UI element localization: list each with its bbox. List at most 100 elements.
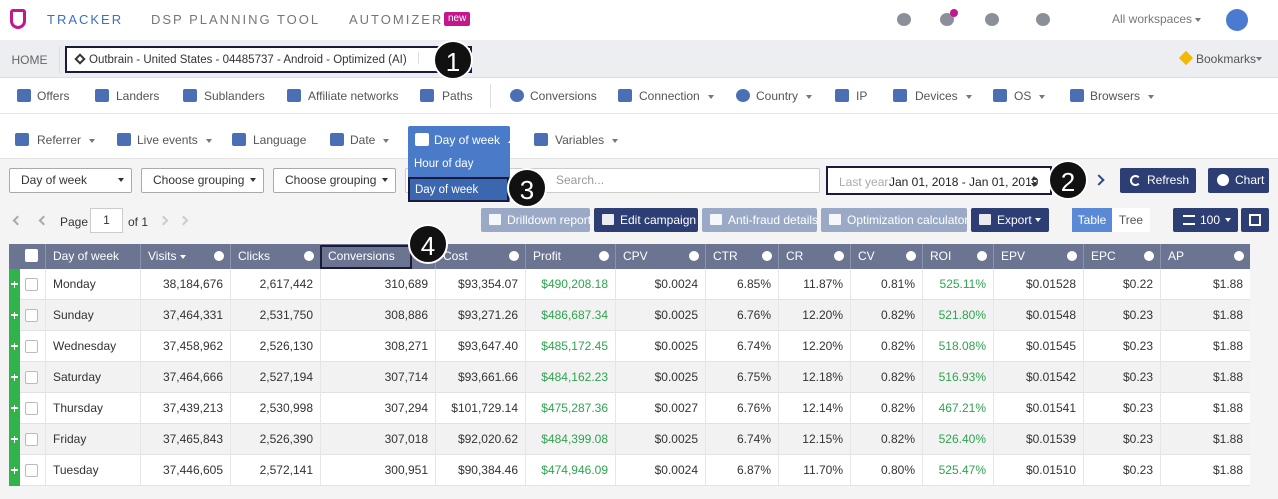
columns-button[interactable] <box>1241 208 1269 232</box>
home-tab[interactable]: HOME <box>0 46 60 74</box>
nav-tab[interactable]: DSP PLANNING TOOL <box>151 12 321 27</box>
report-button[interactable]: Conversions <box>530 89 597 103</box>
column-header[interactable]: CV <box>850 244 922 269</box>
column-header[interactable]: Profit <box>525 244 615 269</box>
column-settings[interactable] <box>977 251 987 261</box>
column-header[interactable]: ROI <box>922 244 993 269</box>
callout-badge: 4 <box>408 224 448 264</box>
table-cell: $92,020.62 <box>435 424 525 455</box>
caret <box>612 139 618 143</box>
grouping-select[interactable]: Choose grouping <box>273 168 396 193</box>
dropdown-item[interactable]: Hour of day <box>414 158 474 170</box>
report-button[interactable]: Connection <box>639 89 700 103</box>
icon <box>232 133 246 146</box>
table-cell: 310,689 <box>320 269 435 300</box>
report-button[interactable]: Variables <box>555 133 605 147</box>
row-checkbox[interactable] <box>25 371 38 384</box>
grouping-select[interactable]: Day of week <box>9 168 132 193</box>
chart-button[interactable]: Chart <box>1208 168 1269 193</box>
page-size-icon <box>1183 215 1195 225</box>
table-cell: 0.82% <box>850 362 922 393</box>
view-tree[interactable]: Tree <box>1112 208 1150 232</box>
report-button[interactable]: Affiliate networks <box>308 89 399 103</box>
table-cell: $0.22 <box>1083 269 1160 300</box>
column-settings[interactable] <box>509 251 519 261</box>
icon <box>415 133 429 146</box>
row-checkbox[interactable] <box>25 433 38 446</box>
column-settings[interactable] <box>906 251 916 261</box>
row-checkbox[interactable] <box>25 340 38 353</box>
report-button[interactable]: Language <box>253 133 307 147</box>
campaign-tab[interactable]: Outbrain - United States - 04485737 - An… <box>65 46 472 73</box>
report-button[interactable]: Landers <box>116 89 160 103</box>
column-settings[interactable] <box>1234 251 1244 261</box>
column-header[interactable]: CPV <box>615 244 705 269</box>
table-row <box>9 424 1250 455</box>
column-header[interactable]: EPV <box>993 244 1083 269</box>
view-table[interactable]: Table <box>1072 208 1112 232</box>
report-button[interactable]: Devices <box>915 89 958 103</box>
nav-tab[interactable]: AUTOMIZER <box>349 12 444 27</box>
report-button[interactable]: Offers <box>37 89 70 103</box>
row-checkbox[interactable] <box>25 309 38 322</box>
action-button[interactable]: Drilldown report <box>481 208 591 232</box>
action-button[interactable]: Optimization calculator <box>821 208 968 232</box>
action-button[interactable]: Edit campaign <box>594 208 698 232</box>
report-button[interactable]: Date <box>350 133 376 147</box>
row-checkbox[interactable] <box>25 464 38 477</box>
column-settings[interactable] <box>689 251 699 261</box>
table-cell: $0.23 <box>1083 393 1160 424</box>
caret <box>1031 183 1037 187</box>
table-cell: 0.82% <box>850 393 922 424</box>
header-checkbox[interactable] <box>25 249 38 262</box>
report-button[interactable]: Live events <box>137 133 198 147</box>
nav-tab[interactable]: TRACKER <box>47 12 124 27</box>
page-input[interactable]: 1 <box>90 208 123 233</box>
column-header[interactable]: AP <box>1160 244 1250 269</box>
column-settings[interactable] <box>834 251 844 261</box>
column-settings[interactable] <box>214 251 224 261</box>
column-settings[interactable] <box>1067 251 1077 261</box>
report-button[interactable]: Day of week <box>434 133 501 147</box>
table-cell: $474,946.09 <box>525 455 615 486</box>
callout-badge: 3 <box>507 168 547 208</box>
column-header[interactable]: Day of week <box>45 244 140 269</box>
column-settings[interactable] <box>1144 251 1154 261</box>
grouping-select[interactable]: Choose grouping <box>141 168 264 193</box>
table-cell: Sunday <box>45 300 140 331</box>
table-cell: 37,465,843 <box>140 424 230 455</box>
action-button[interactable]: Anti-fraud details <box>702 208 818 232</box>
column-header[interactable]: CTR <box>705 244 778 269</box>
row-checkbox[interactable] <box>25 278 38 291</box>
date-label: Last year: <box>839 175 892 189</box>
report-button[interactable]: Country <box>756 89 799 103</box>
column-header[interactable]: CR <box>778 244 850 269</box>
column-settings[interactable] <box>762 251 772 261</box>
row-checkbox[interactable] <box>25 402 38 415</box>
report-button[interactable]: Paths <box>442 89 473 103</box>
report-button[interactable]: IP <box>856 89 868 103</box>
table-cell: 6.76% <box>705 393 778 424</box>
table-cell: 37,446,605 <box>140 455 230 486</box>
table-cell: 37,464,331 <box>140 300 230 331</box>
workspace-select[interactable]: All workspaces <box>1112 12 1193 26</box>
table-cell: $1.88 <box>1160 269 1250 300</box>
column-header[interactable]: Clicks <box>230 244 320 269</box>
table-cell: $485,172.45 <box>525 331 615 362</box>
column-settings[interactable] <box>599 251 609 261</box>
bookmarks[interactable]: Bookmarks <box>1196 52 1257 66</box>
dropdown-item-selected[interactable]: Day of week <box>408 177 509 202</box>
column-settings[interactable] <box>304 251 314 261</box>
table-cell: 38,184,676 <box>140 269 230 300</box>
column-header[interactable]: Visits <box>140 244 230 269</box>
report-button[interactable]: Sublanders <box>204 89 265 103</box>
date-picker[interactable] <box>826 166 1052 195</box>
report-button[interactable]: Referrer <box>37 133 82 147</box>
report-button[interactable]: OS <box>1014 89 1032 103</box>
column-header[interactable]: EPC <box>1083 244 1160 269</box>
table-cell: 11.87% <box>778 269 850 300</box>
table-cell: $0.23 <box>1083 455 1160 486</box>
report-button[interactable]: Browsers <box>1090 89 1141 103</box>
table-cell: 6.87% <box>705 455 778 486</box>
